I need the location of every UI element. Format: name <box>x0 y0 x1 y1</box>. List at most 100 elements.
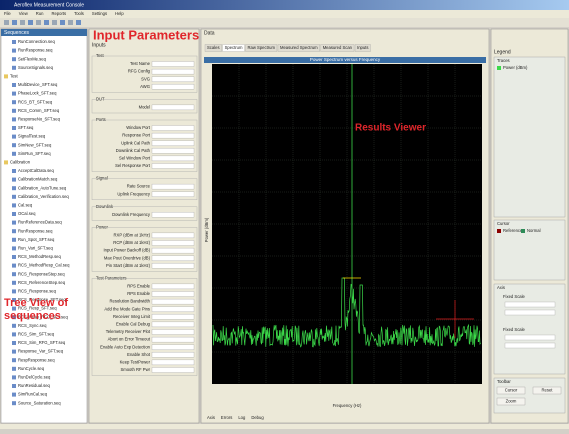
menu-item[interactable]: Tools <box>74 11 84 16</box>
tree-item[interactable]: Cal.seq <box>18 203 33 208</box>
tree-item[interactable]: RCS_Sync.seq <box>18 323 47 328</box>
tree-item[interactable]: Calibration_AutoTune.seq <box>18 185 67 190</box>
tree-item[interactable]: RCS_Sim_RFG_SFT.seq <box>18 340 66 345</box>
tab-label[interactable]: Spectrum <box>225 45 243 50</box>
tab-label[interactable]: Measured Spectrum <box>280 45 318 50</box>
scale-option[interactable]: Fixed Scale <box>503 294 526 299</box>
tree-item[interactable]: CalibrationMatch.seq <box>18 177 58 182</box>
button-label[interactable]: Reset <box>542 388 554 393</box>
field-input[interactable] <box>151 314 195 320</box>
tab-label[interactable]: Scales <box>207 45 220 50</box>
toolbar-icon[interactable] <box>60 20 65 25</box>
field-input[interactable] <box>151 367 195 373</box>
tree-item[interactable]: RunReferenceData.seq <box>18 220 62 225</box>
toolbar-icon[interactable] <box>52 20 57 25</box>
tree-item[interactable]: RCS_ResponseStep.seq <box>18 271 65 276</box>
button-label[interactable]: Cursor <box>505 388 518 393</box>
field-input[interactable] <box>151 291 195 297</box>
button[interactable] <box>532 386 562 395</box>
tab-label[interactable]: Measured Scan <box>323 45 353 50</box>
field-input[interactable] <box>151 329 195 335</box>
field-input[interactable] <box>151 321 195 328</box>
tree-item[interactable]: Response_Var_SFT.seq <box>18 349 64 354</box>
field-input[interactable] <box>151 263 195 269</box>
tree-item[interactable]: Run_Spot_SFT.seq <box>18 237 55 242</box>
tab-label[interactable]: Debug <box>251 415 264 420</box>
field-input[interactable] <box>151 344 195 350</box>
toolbar-icon[interactable] <box>12 20 17 25</box>
field-input[interactable] <box>151 240 195 246</box>
toolbar-icon[interactable] <box>28 20 33 25</box>
tree-item[interactable]: SFT.seq <box>18 125 34 130</box>
field-input[interactable] <box>151 352 195 358</box>
menu-item[interactable]: Help <box>115 11 124 16</box>
tab-label[interactable]: Inputs <box>357 45 368 50</box>
field-input[interactable] <box>151 84 195 90</box>
scale-input[interactable] <box>504 342 556 349</box>
tree-item[interactable]: RunResponse.seq <box>18 228 53 233</box>
tab[interactable] <box>354 44 371 52</box>
tree-item[interactable]: RunResidual.seq <box>18 383 51 388</box>
field-input[interactable] <box>151 283 195 290</box>
tree-item[interactable]: ResponseNo_SFT.seq <box>18 117 61 122</box>
tree-item[interactable]: OCal.seq <box>18 211 36 216</box>
toolbar-icon[interactable] <box>44 20 49 25</box>
field-input[interactable] <box>151 148 195 154</box>
scale-input[interactable] <box>504 301 556 308</box>
tree-item[interactable]: RCS_Sim_SFT.seq <box>18 332 55 337</box>
tree-item[interactable]: RCS_MethodResp_Cal.seq <box>18 263 70 268</box>
tree-item[interactable]: Calibration_Verification.seq <box>18 194 69 199</box>
tab-label[interactable]: Errors <box>221 415 232 420</box>
tree-item[interactable]: SourceSignals.seq <box>18 65 54 70</box>
field-input[interactable] <box>151 298 195 305</box>
tree-item[interactable]: RunCycle.seq <box>18 366 45 371</box>
field-input[interactable] <box>151 306 195 312</box>
tree-item[interactable]: Test <box>10 74 19 79</box>
menu-item[interactable]: Reports <box>51 11 66 16</box>
menu-item[interactable]: Settings <box>92 11 107 16</box>
tree-item[interactable]: PhaseLock_SFT.seq <box>18 91 57 96</box>
button-label[interactable]: Zoom <box>506 399 517 404</box>
menu-item[interactable]: View <box>19 11 29 16</box>
field-input[interactable] <box>151 125 195 131</box>
tab[interactable] <box>204 44 222 52</box>
tab-label[interactable]: Axis <box>207 415 215 420</box>
toolbar-icon[interactable] <box>36 20 41 25</box>
tree-item[interactable]: AcceptCalData.seq <box>18 168 55 173</box>
tree-item[interactable]: SimRunCal.seq <box>18 392 48 397</box>
field-input[interactable] <box>151 140 195 146</box>
tree-item[interactable]: RCS_Resp_SFT.seq <box>18 306 57 311</box>
field-input[interactable] <box>151 163 195 169</box>
tree-item[interactable]: Source_Saturation.seq <box>18 400 61 405</box>
tab[interactable] <box>245 44 278 52</box>
field-input[interactable] <box>151 255 195 261</box>
tree-item[interactable]: RunConnection.seq <box>18 39 55 44</box>
scale-input[interactable] <box>504 309 556 316</box>
cursor-item[interactable]: Normal <box>527 228 541 233</box>
tree-item[interactable]: RCS_Response_SFT.seq <box>18 297 66 302</box>
field-input[interactable] <box>151 212 195 218</box>
field-input[interactable] <box>151 232 195 239</box>
tab[interactable] <box>222 44 245 52</box>
tree-item[interactable]: RCS_MethodResp.seq <box>18 254 61 259</box>
tab[interactable] <box>277 44 320 52</box>
toolbar-icon[interactable] <box>68 20 73 25</box>
tree-item[interactable]: RunResponse.seq <box>18 48 53 53</box>
field-input[interactable] <box>151 247 195 254</box>
field-input[interactable] <box>151 191 195 197</box>
toolbar-icon[interactable] <box>76 20 81 25</box>
tree-item[interactable]: RunDelCycle.seq <box>18 375 51 380</box>
tab-label[interactable]: Raw Spectrum <box>248 45 276 50</box>
tree-item[interactable]: Run_Vari_SFT.seq <box>18 246 54 251</box>
field-input[interactable] <box>151 359 195 366</box>
tab[interactable] <box>320 44 355 52</box>
tree-item[interactable]: SignalTest.seq <box>18 134 46 139</box>
field-input[interactable] <box>151 155 195 162</box>
tree-item[interactable]: SimNew_SFT.seq <box>18 142 52 147</box>
button[interactable] <box>496 386 526 395</box>
scale-option[interactable]: Fixed Scale <box>503 327 526 332</box>
button[interactable] <box>496 397 526 406</box>
field-input[interactable] <box>151 61 195 67</box>
tree-item[interactable]: SetFlexMe.seq <box>18 56 47 61</box>
menu-item[interactable]: Run <box>36 11 44 16</box>
